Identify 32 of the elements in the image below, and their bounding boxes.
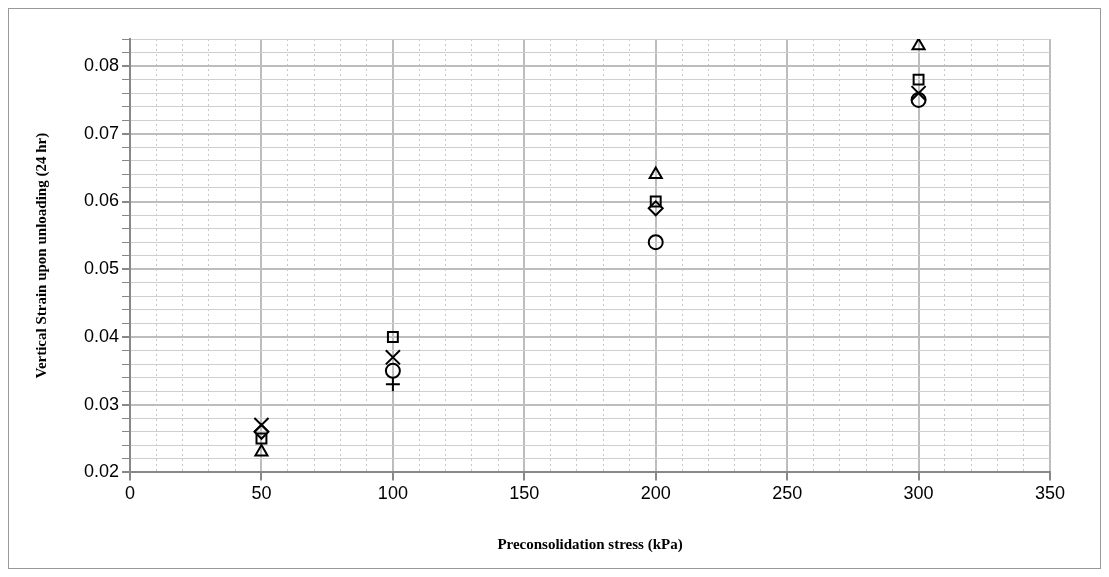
x-tick-label: 250 — [772, 483, 803, 504]
x-tick-label: 150 — [509, 483, 540, 504]
x-tick-label: 200 — [640, 483, 671, 504]
x-tick-label: 350 — [1034, 483, 1066, 504]
point — [647, 234, 664, 251]
point — [384, 362, 401, 379]
x-axis-title: Preconsolidation stress (kPa) — [497, 535, 683, 553]
x-tick-label: 0 — [125, 483, 136, 504]
x-tick-label: 100 — [377, 483, 408, 504]
y-tick-label: 0.03 — [83, 393, 120, 414]
point — [911, 39, 926, 51]
point — [254, 444, 269, 457]
x-tick-label: 50 — [251, 483, 272, 504]
point — [384, 376, 401, 393]
point — [253, 423, 270, 440]
x-tick-label: 300 — [903, 483, 934, 504]
point — [912, 73, 925, 86]
y-tick-label: 0.02 — [83, 461, 120, 482]
y-tick-label: 0.05 — [83, 258, 120, 279]
point — [647, 200, 664, 217]
y-axis-title: Vertical Strain upon unloading (24 hr) — [32, 132, 50, 379]
y-tick-label: 0.04 — [83, 325, 120, 346]
point — [253, 416, 270, 434]
y-tick-label: 0.07 — [83, 122, 120, 143]
point — [384, 349, 401, 366]
y-tick-label: 0.08 — [83, 55, 120, 76]
point — [910, 85, 927, 102]
point — [649, 195, 662, 208]
y-tick-label: 0.06 — [83, 190, 120, 211]
point — [910, 91, 927, 108]
point — [648, 166, 663, 179]
point — [386, 331, 399, 343]
